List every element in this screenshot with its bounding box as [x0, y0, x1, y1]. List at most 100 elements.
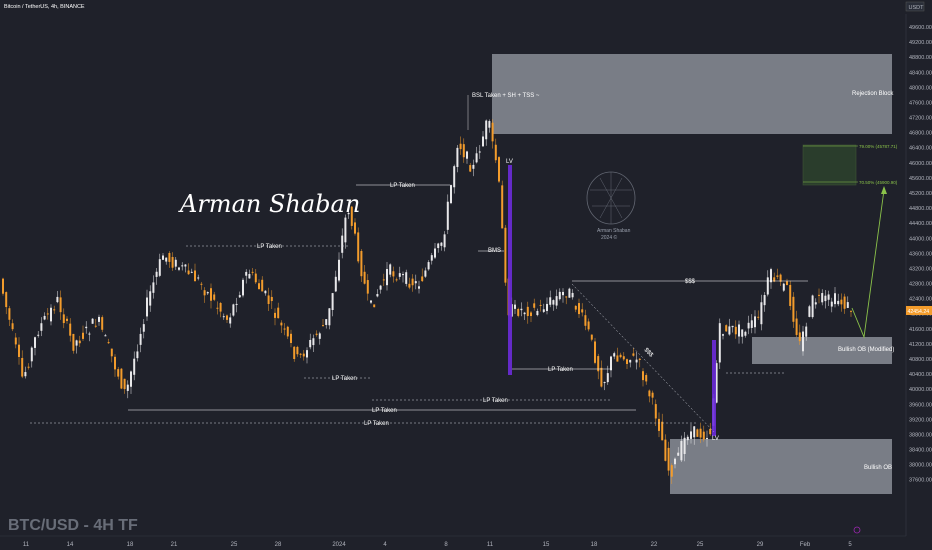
candle-body: [222, 316, 225, 318]
bullish-ob-modified-label: Bullish OB (Modified): [838, 347, 894, 353]
candle-body: [738, 324, 740, 337]
candle-body: [107, 342, 110, 344]
candle-body: [802, 331, 804, 352]
candle-body: [552, 300, 555, 305]
candle-body: [578, 303, 580, 315]
candle-body: [651, 392, 654, 398]
y-tick-label: 44800.00: [909, 206, 932, 212]
candle-body: [450, 185, 452, 204]
candle-body: [398, 273, 401, 277]
candle-body: [776, 275, 779, 277]
candle-body: [235, 303, 238, 305]
candle-body: [411, 278, 414, 286]
candle-body: [216, 307, 219, 309]
candle-body: [261, 279, 264, 292]
y-tick-label: 44000.00: [909, 236, 932, 242]
x-tick-label: 29: [757, 542, 764, 548]
candle-body: [728, 326, 731, 335]
candle-body: [629, 359, 632, 363]
lv-bottom-label: LV: [712, 436, 719, 442]
y-tick-label: 39600.00: [909, 402, 932, 408]
candle-body: [181, 265, 184, 267]
candle-body: [395, 279, 398, 281]
candle-body: [386, 269, 388, 286]
candle-body: [213, 294, 216, 300]
rejection-block-label: Rejection Block: [852, 91, 894, 97]
candle-body: [357, 232, 360, 262]
candle-body: [8, 308, 11, 320]
candle-body: [699, 428, 702, 438]
candle-body: [632, 353, 635, 356]
candle-body: [482, 136, 484, 147]
candle-body: [843, 296, 846, 309]
lp-label-2: LP Taken: [390, 183, 415, 189]
candle-body: [258, 283, 260, 290]
candle-body: [238, 295, 241, 298]
candle-body: [66, 318, 68, 321]
y-tick-label: 48800.00: [909, 55, 932, 61]
candle-body: [62, 314, 65, 324]
candle-body: [232, 304, 235, 316]
candle-body: [795, 318, 798, 335]
candle-body: [11, 323, 14, 330]
candle-body: [475, 153, 478, 163]
candle-body: [194, 270, 196, 282]
candle-body: [661, 421, 664, 441]
candle-body: [75, 340, 78, 346]
candle-body: [142, 324, 145, 332]
candle-body: [334, 276, 337, 292]
y-tick-label: 38000.00: [909, 463, 932, 469]
x-axis-ticks: 11 14 18 21 25 28 2024 4 8 11 15 18 22 25 29 Feb 5: [23, 542, 852, 548]
x-tick-label: 25: [231, 542, 238, 548]
candle-body: [341, 235, 344, 253]
candle-body: [392, 271, 395, 277]
candle-body: [149, 291, 152, 306]
bos-up-bar: [712, 340, 716, 436]
candle-body: [581, 309, 584, 313]
candle-body: [373, 304, 376, 308]
event-icon[interactable]: [853, 526, 861, 534]
candle-body: [792, 296, 795, 322]
candle-body: [501, 185, 504, 229]
candle-body: [741, 329, 744, 337]
candle-body: [690, 431, 692, 439]
candle-body: [104, 335, 107, 337]
candle-body: [613, 353, 616, 357]
candle-body: [229, 317, 232, 324]
candle-body: [59, 297, 62, 313]
y-tick-label: 46800.00: [909, 131, 932, 137]
candle-body: [677, 452, 680, 456]
signature-text: Arman Shaban: [178, 190, 360, 218]
candle-body: [21, 357, 24, 377]
y-tick-label: 39200.00: [909, 417, 932, 423]
candle-body: [206, 292, 209, 294]
brain-logo: [586, 171, 636, 225]
candle-body: [354, 222, 356, 234]
candle-body: [363, 271, 366, 284]
x-tick-label: 22: [651, 542, 658, 548]
candle-body: [606, 373, 609, 383]
candle-body: [811, 295, 814, 318]
candle-body: [523, 312, 526, 315]
currency-box[interactable]: [905, 1, 925, 12]
candle-body: [242, 279, 244, 296]
candle-body: [568, 288, 571, 298]
candle-body: [197, 277, 200, 279]
candle-body: [731, 325, 734, 328]
candle-body: [619, 354, 622, 358]
candle-body: [322, 325, 324, 327]
candle-body: [709, 428, 712, 435]
lp-label-5: LP Taken: [372, 408, 397, 414]
candle-body: [446, 201, 449, 230]
candle-body: [299, 353, 302, 355]
candle-body: [226, 315, 228, 320]
candle-body: [635, 359, 638, 363]
candle-body: [376, 294, 379, 297]
y-tick-label: 40000.00: [909, 387, 932, 393]
bullish-ob-modified-zone: [752, 337, 892, 364]
candle-body: [850, 310, 852, 312]
y-axis-ticks: 49600.00 49200.00 48800.00 48400.00 48000.00…: [909, 25, 932, 484]
candle-body: [158, 259, 161, 276]
